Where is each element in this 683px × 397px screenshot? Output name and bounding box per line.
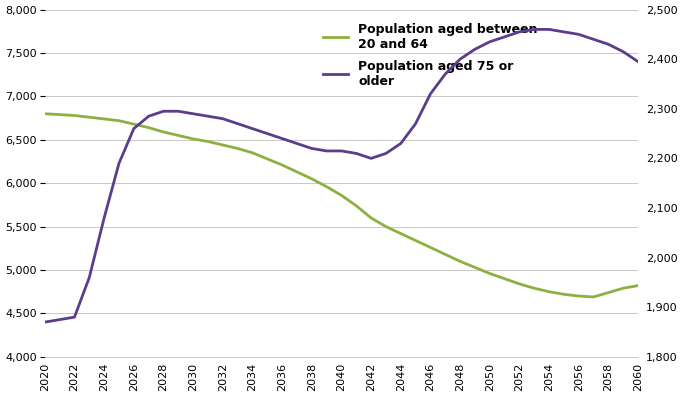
Legend: Population aged between
20 and 64, Population aged 75 or
older: Population aged between 20 and 64, Popul… [320, 19, 542, 92]
